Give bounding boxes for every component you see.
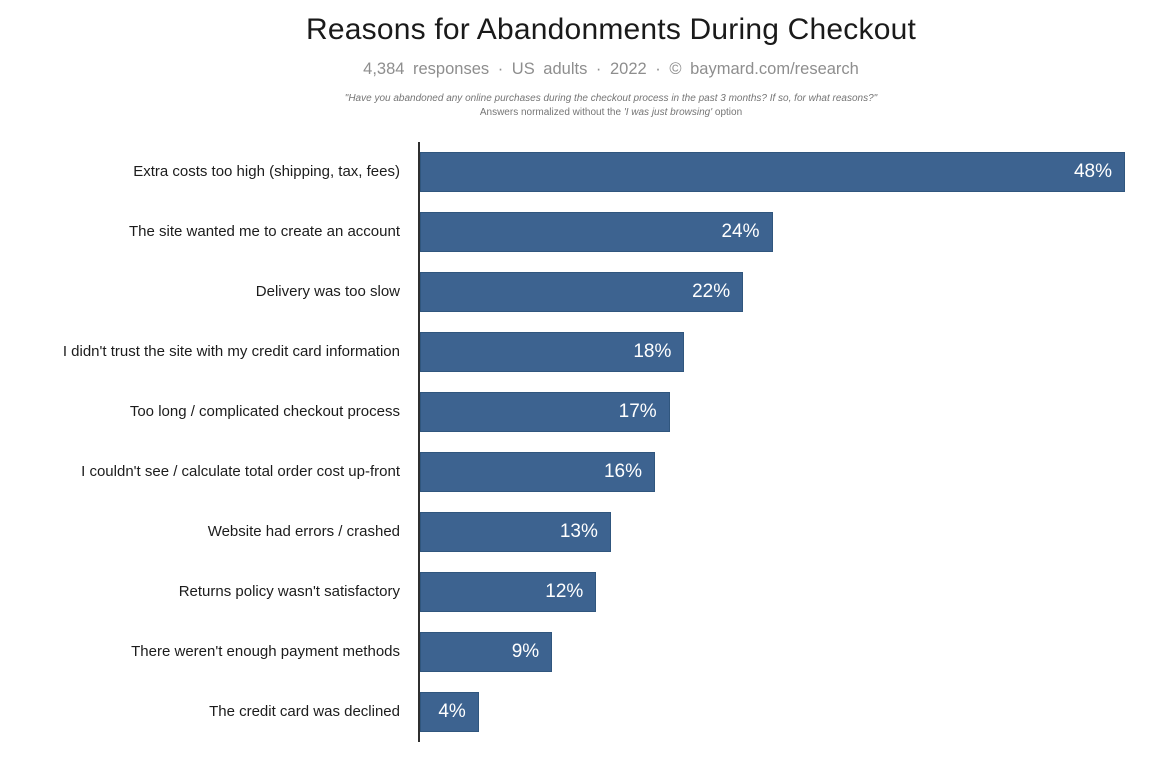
value-label: 17% bbox=[618, 400, 657, 422]
bar-track: 24% bbox=[418, 201, 1152, 262]
bar: 48% bbox=[420, 151, 1125, 192]
normalization-note-suffix: option bbox=[712, 106, 743, 118]
category-label: I didn't trust the site with my credit c… bbox=[62, 342, 400, 360]
value-label: 9% bbox=[511, 640, 540, 662]
bar-track: 22% bbox=[418, 261, 1152, 322]
bar: 24% bbox=[420, 211, 773, 252]
bar: 13% bbox=[420, 511, 611, 552]
chart-row: Extra costs too high (shipping, tax, fee… bbox=[0, 141, 1152, 202]
normalization-note-prefix: Answers normalized without the bbox=[479, 106, 624, 118]
chart-header: Reasons for Abandonments During Checkout… bbox=[0, 0, 1152, 120]
bar: 18% bbox=[420, 331, 685, 372]
chart-row: Website had errors / crashed 13% bbox=[0, 501, 1152, 562]
survey-question-note: "Have you abandoned any online purchases… bbox=[344, 92, 878, 104]
normalization-note: Answers normalized without the 'I was ju… bbox=[70, 106, 1152, 120]
chart-row: There weren't enough payment methods 9% bbox=[0, 621, 1152, 682]
bar-track: 48% bbox=[418, 141, 1152, 202]
value-label: 18% bbox=[633, 340, 672, 362]
normalization-note-quote: 'I was just browsing' bbox=[623, 106, 713, 118]
chart-row: I couldn't see / calculate total order c… bbox=[0, 441, 1152, 502]
chart-row: Returns policy wasn't satisfactory 12% bbox=[0, 561, 1152, 622]
chart-title: Reasons for Abandonments During Checkout bbox=[305, 13, 917, 46]
value-label: 13% bbox=[559, 520, 598, 542]
category-label: The credit card was declined bbox=[209, 702, 400, 720]
chart-row: Too long / complicated checkout process … bbox=[0, 381, 1152, 442]
bar: 16% bbox=[420, 451, 655, 492]
bar-track: 17% bbox=[418, 381, 1152, 442]
value-label: 16% bbox=[603, 460, 642, 482]
bar-track: 18% bbox=[418, 321, 1152, 382]
chart-row: I didn't trust the site with my credit c… bbox=[0, 321, 1152, 382]
bar: 12% bbox=[420, 571, 597, 612]
chart-subtitle: 4,384 responses · US adults · 2022 · © b… bbox=[363, 60, 859, 78]
chart-row: The credit card was declined 4% bbox=[0, 681, 1152, 742]
bar: 4% bbox=[420, 691, 479, 732]
category-label: Returns policy wasn't satisfactory bbox=[178, 582, 400, 600]
bar-track: 16% bbox=[418, 441, 1152, 502]
category-label: I couldn't see / calculate total order c… bbox=[81, 462, 400, 480]
value-label: 24% bbox=[721, 220, 760, 242]
bar-track: 12% bbox=[418, 561, 1152, 622]
chart-row: The site wanted me to create an account … bbox=[0, 201, 1152, 262]
bar-chart: Extra costs too high (shipping, tax, fee… bbox=[0, 141, 1152, 742]
category-label: Too long / complicated checkout process bbox=[129, 402, 400, 420]
category-label: Website had errors / crashed bbox=[207, 522, 400, 540]
bar-track: 13% bbox=[418, 501, 1152, 562]
value-label: 48% bbox=[1073, 160, 1112, 182]
bar-track: 4% bbox=[418, 681, 1152, 742]
bar: 17% bbox=[420, 391, 670, 432]
category-label: Delivery was too slow bbox=[255, 282, 400, 300]
bar: 22% bbox=[420, 271, 744, 312]
category-label: The site wanted me to create an account bbox=[129, 222, 400, 240]
value-label: 22% bbox=[692, 280, 731, 302]
value-label: 4% bbox=[438, 700, 466, 722]
category-label: Extra costs too high (shipping, tax, fee… bbox=[133, 162, 400, 180]
bar: 9% bbox=[420, 631, 553, 672]
bar-track: 9% bbox=[418, 621, 1152, 682]
chart-row: Delivery was too slow 22% bbox=[0, 261, 1152, 322]
category-label: There weren't enough payment methods bbox=[131, 642, 400, 660]
value-label: 12% bbox=[545, 580, 584, 602]
